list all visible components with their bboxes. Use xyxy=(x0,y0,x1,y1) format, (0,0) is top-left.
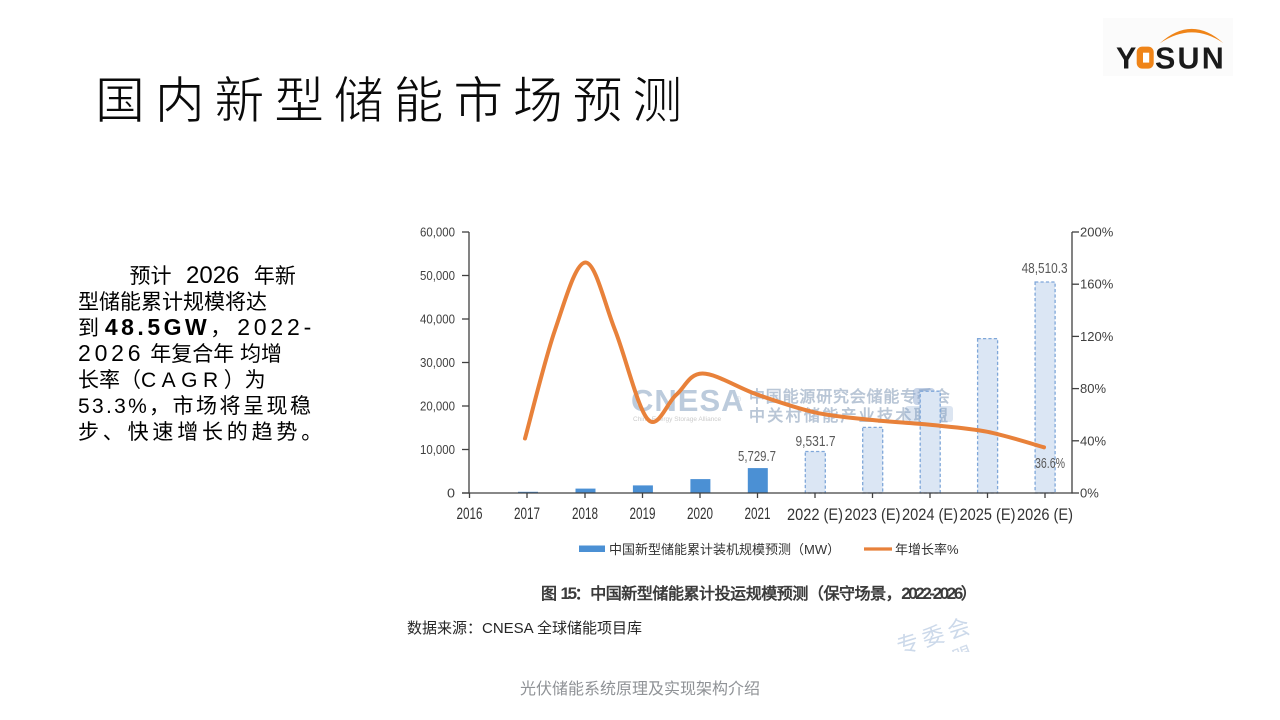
svg-text:30,000: 30,000 xyxy=(420,355,455,370)
svg-text:®: ® xyxy=(735,395,741,404)
svg-text:中国能源研究会储能专委会: 中国能源研究会储能专委会 xyxy=(749,387,951,406)
svg-text:0: 0 xyxy=(447,486,455,501)
svg-text:20,000: 20,000 xyxy=(420,399,455,414)
svg-text:SUN: SUN xyxy=(1155,42,1226,76)
svg-text:5,729.7: 5,729.7 xyxy=(738,449,776,465)
svg-text:160%: 160% xyxy=(1080,277,1114,292)
svg-text:2020: 2020 xyxy=(687,504,713,523)
svg-text:0%: 0% xyxy=(1080,486,1099,501)
svg-text:48,510.3: 48,510.3 xyxy=(1022,261,1068,277)
svg-text:Y: Y xyxy=(1116,42,1136,76)
svg-text:中国新型储能累计装机规模预测（MW）: 中国新型储能累计装机规模预测（MW） xyxy=(609,542,840,557)
svg-text:2021: 2021 xyxy=(745,504,771,523)
svg-text:2026 (E): 2026 (E) xyxy=(1017,505,1073,524)
svg-text:50,000: 50,000 xyxy=(420,268,455,283)
svg-text:2025 (E): 2025 (E) xyxy=(960,505,1016,524)
svg-text:80%: 80% xyxy=(1080,381,1106,396)
svg-text:2016: 2016 xyxy=(457,504,483,523)
svg-text:40,000: 40,000 xyxy=(420,312,455,327)
svg-text:CNESA: CNESA xyxy=(631,383,745,418)
svg-text:120%: 120% xyxy=(1080,329,1114,344)
svg-text:年增长率%: 年增长率% xyxy=(895,542,959,557)
svg-text:2018: 2018 xyxy=(572,504,598,523)
svg-text:2017: 2017 xyxy=(514,504,540,523)
svg-text:2024 (E): 2024 (E) xyxy=(902,505,958,524)
svg-text:60,000: 60,000 xyxy=(420,225,455,240)
svg-text:40%: 40% xyxy=(1080,433,1106,448)
svg-text:2022 (E): 2022 (E) xyxy=(787,505,843,524)
svg-text:200%: 200% xyxy=(1080,225,1114,240)
svg-text:9,531.7: 9,531.7 xyxy=(796,434,836,450)
svg-text:2023 (E): 2023 (E) xyxy=(845,505,901,524)
svg-text:10,000: 10,000 xyxy=(420,442,455,457)
svg-text:2019: 2019 xyxy=(630,504,656,523)
svg-text:China Energy Storage Alliance: China Energy Storage Alliance xyxy=(633,416,722,423)
svg-text:36.6%: 36.6% xyxy=(1035,456,1065,472)
